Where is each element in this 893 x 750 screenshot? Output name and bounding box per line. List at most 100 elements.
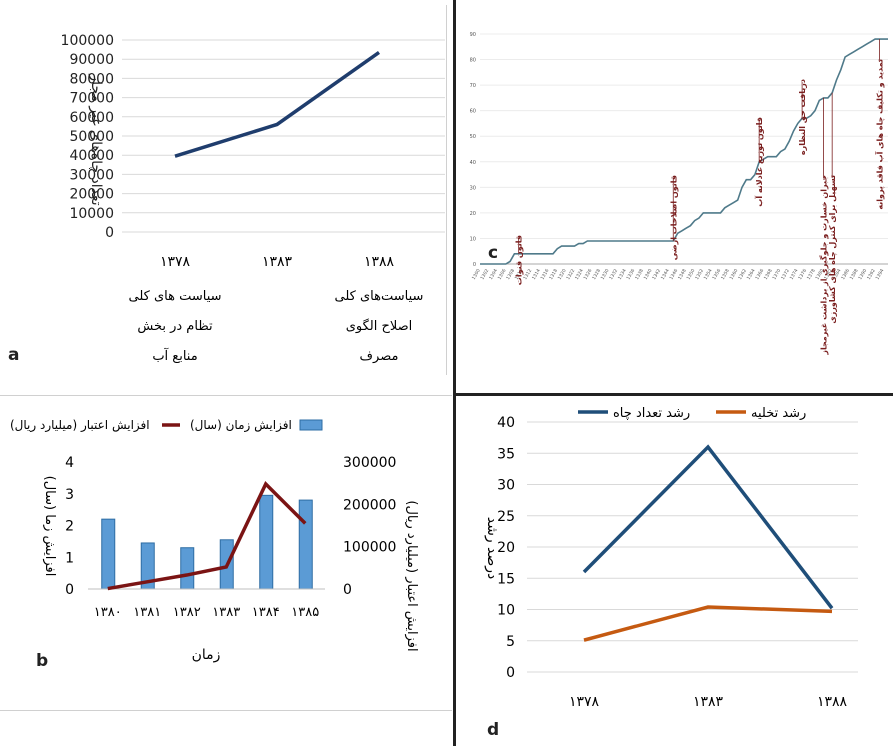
y-tick-label: 50000 bbox=[69, 129, 114, 145]
legend-label-well-growth: رشد تعداد چاه bbox=[613, 406, 690, 421]
x-tick-label: ۱۳۸۰ bbox=[94, 605, 122, 620]
x-tick-label: 1374 bbox=[789, 268, 800, 281]
y-tick-label: 5 bbox=[506, 634, 515, 650]
annotation-label: قانون اصلاحات ارضی bbox=[669, 175, 678, 260]
x-tick-label: 1330 bbox=[600, 268, 611, 281]
annotation-label: تمدید و تکلیف چاه های آب فاقد پروانه bbox=[874, 59, 884, 210]
category-note: مصرف bbox=[360, 349, 399, 364]
x-tick-label: 1338 bbox=[634, 268, 645, 281]
x-tick-label: 1308 bbox=[505, 268, 516, 281]
x-tick-label: 1384 bbox=[832, 268, 843, 281]
y-left-tick-label: 3 bbox=[65, 487, 74, 503]
x-tick-label: 1360 bbox=[729, 268, 740, 281]
y-axis-label: درصد رشد bbox=[484, 517, 500, 580]
y-right-tick-label: 0 bbox=[343, 582, 352, 598]
panel-a-right-edge bbox=[446, 5, 447, 375]
x-tick-label: ۱۳۸۲ bbox=[173, 605, 201, 620]
panel-a-letter: a bbox=[8, 345, 20, 365]
legend-swatch-bar bbox=[299, 419, 323, 431]
y-left-axis-label: افزایش زما (سال) bbox=[42, 476, 57, 577]
chart-b: 0 1 2 3 4 0 100000 200000 300000 ۱۳۸۰ ۱۳۸۱ ۱۳۸۲ ۱۳۸۳… bbox=[10, 418, 419, 663]
annotation-label: تسهیل برای کنترل چاه های کشاورزی bbox=[828, 175, 837, 324]
y-left-tick-label: 1 bbox=[65, 550, 74, 566]
annotation-label: دریافت حق النظاره bbox=[798, 79, 807, 155]
y-tick-label: 70000 bbox=[69, 91, 114, 107]
x-tick-label: 1382 bbox=[823, 268, 834, 281]
y-tick-label: 35 bbox=[497, 446, 515, 462]
x-tick-label: 1302 bbox=[479, 268, 490, 281]
y-left-tick-label: 4 bbox=[65, 455, 74, 471]
x-tick-label: 1366 bbox=[754, 268, 765, 281]
y-tick-label: 25 bbox=[497, 509, 515, 525]
y-left-tick-label: 0 bbox=[65, 582, 74, 598]
annotation-label: قانون قنوات bbox=[515, 235, 524, 285]
y-tick-label: 20 bbox=[497, 540, 515, 556]
category-note: اصلاح الگوی bbox=[346, 318, 413, 334]
x-tick-label: ۱۳۷۸ bbox=[160, 254, 191, 270]
y-tick-label: 90 bbox=[470, 32, 476, 38]
x-tick-label: 1350 bbox=[686, 268, 697, 281]
x-tick-label: ۱۳۸۸ bbox=[364, 254, 395, 270]
x-tick-label: 1386 bbox=[840, 268, 851, 281]
y-tick-label: 90000 bbox=[69, 52, 114, 68]
x-tick-label: 1370 bbox=[771, 268, 782, 281]
x-tick-label: 1388 bbox=[849, 268, 860, 281]
x-tick-label: 1328 bbox=[591, 268, 602, 281]
y-tick-label: 60000 bbox=[69, 110, 114, 126]
x-tick-label: 1342 bbox=[651, 268, 662, 281]
x-axis-label: زمان bbox=[192, 647, 221, 663]
series-line bbox=[582, 444, 834, 610]
x-tick-label: 1362 bbox=[737, 268, 748, 281]
x-tick-label: 1316 bbox=[540, 268, 551, 281]
panel-d: 0 5 10 15 20 25 30 35 40 ۱۳۷۸ ۱۳۸۳ ۱۳۸۸ درصد رشد رشد … bbox=[458, 400, 893, 746]
panel-b: 0 1 2 3 4 0 100000 200000 300000 ۱۳۸۰ ۱۳۸۱ ۱۳۸۲ ۱۳۸۳… bbox=[0, 398, 452, 694]
y-right-tick-label: 300000 bbox=[343, 455, 396, 471]
x-tick-label: ۱۳۸۴ bbox=[252, 605, 280, 620]
series-line bbox=[480, 38, 888, 265]
horizontal-divider-right bbox=[455, 393, 893, 396]
category-note: سیاست های کلی bbox=[128, 289, 221, 304]
x-tick-label: 1378 bbox=[806, 268, 817, 281]
panel-c: 0 10 20 30 40 50 60 70 80 90 1300 1302 1304 1306 1308 1… bbox=[456, 0, 893, 392]
y-tick-label: 0 bbox=[506, 665, 515, 681]
y-tick-label: 10 bbox=[497, 603, 515, 619]
y-tick-label: 30 bbox=[497, 478, 515, 494]
legend-label-discharge-growth: رشد تخلیه bbox=[751, 406, 806, 421]
x-tick-label: 1392 bbox=[866, 268, 877, 281]
x-tick-label: 1364 bbox=[746, 268, 757, 281]
horizontal-divider-left bbox=[0, 395, 452, 396]
y-right-tick-label: 100000 bbox=[343, 540, 396, 556]
x-tick-label: 1306 bbox=[497, 268, 508, 281]
x-tick-label: 1318 bbox=[548, 268, 559, 281]
x-tick-label: 1356 bbox=[711, 268, 722, 281]
x-tick-label: 1354 bbox=[703, 268, 714, 281]
y-right-tick-label: 200000 bbox=[343, 497, 396, 513]
y-tick-label: 0 bbox=[473, 262, 476, 268]
annotation-label: قانون توزیع عادلانه آب bbox=[754, 117, 764, 207]
x-tick-label: 1380 bbox=[814, 268, 825, 281]
x-tick-label: 1322 bbox=[565, 268, 576, 281]
x-tick-label: ۱۳۸۱ bbox=[133, 605, 161, 620]
x-tick-label: 1394 bbox=[875, 268, 886, 281]
y-tick-label: 0 bbox=[105, 225, 114, 241]
x-tick-label: 1332 bbox=[608, 268, 619, 281]
series-line bbox=[107, 481, 307, 591]
legend-label-line: افزایش اعتبار (میلیارد ریال) bbox=[10, 418, 150, 433]
horizontal-divider-bottom bbox=[0, 710, 452, 711]
vertical-divider bbox=[453, 0, 456, 746]
x-tick-label: 1346 bbox=[668, 268, 679, 281]
annotation-label: جبران خسارت و جلوگیری از برداشت غیرمجاز bbox=[819, 175, 829, 356]
y-tick-label: 70 bbox=[470, 83, 476, 89]
y-tick-label: 40 bbox=[497, 415, 515, 431]
x-tick-label: 1314 bbox=[531, 268, 542, 281]
x-tick-label: 1390 bbox=[857, 268, 868, 281]
x-tick-label: 1300 bbox=[471, 268, 482, 281]
bar bbox=[101, 518, 116, 590]
y-tick-label: 60 bbox=[470, 109, 476, 115]
x-tick-label: ۱۳۸۸ bbox=[817, 694, 848, 710]
y-tick-label: 10 bbox=[470, 236, 476, 242]
x-tick-label: 1348 bbox=[677, 268, 688, 281]
y-tick-label: 40 bbox=[470, 160, 476, 166]
x-tick-label: ۱۳۸۵ bbox=[291, 605, 319, 620]
x-tick-label: 1324 bbox=[574, 268, 585, 281]
